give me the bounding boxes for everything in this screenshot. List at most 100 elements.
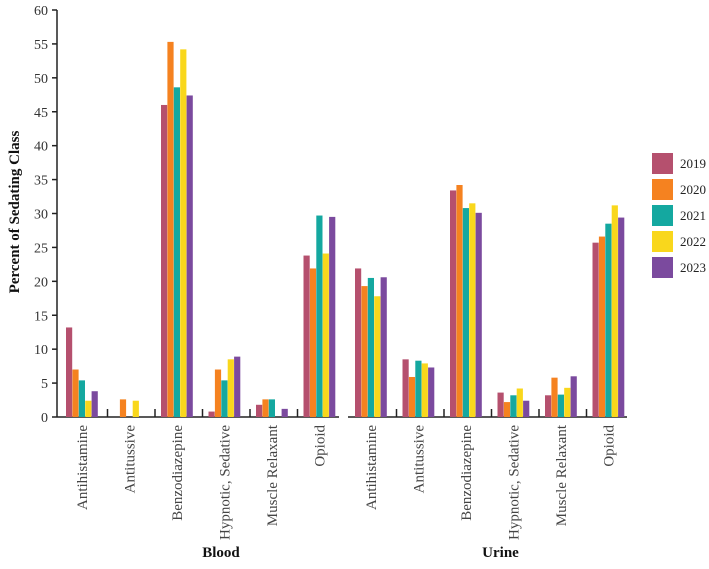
bar-2020	[456, 185, 463, 417]
y-axis: 0 5 10 15 20 25 30 35 40 45 50 55 60	[34, 4, 58, 426]
bar-2023	[428, 367, 435, 417]
y-tick-label: 40	[34, 140, 48, 155]
category-opioid: Opioid	[296, 215, 336, 467]
bar-2021	[605, 223, 612, 417]
group-label: Blood	[202, 545, 240, 561]
category-antihistamine: Antihistamine	[66, 327, 98, 510]
bar-2020	[551, 377, 558, 417]
bar-2021	[78, 380, 85, 417]
bar-2021	[462, 208, 469, 417]
category-muscle-relaxant: Muscle Relaxant	[538, 376, 577, 526]
bar-2022	[227, 359, 234, 417]
group-label: Urine	[482, 545, 519, 561]
bar-2021	[557, 394, 564, 417]
legend-swatch	[652, 257, 673, 278]
bar-2020	[262, 399, 269, 417]
y-axis-title: Percent of Sedating Class	[7, 131, 23, 294]
bar-2023	[329, 216, 336, 417]
y-tick-label: 50	[34, 72, 48, 87]
category-label: Benzodiazepine	[170, 425, 186, 521]
bar-2020	[309, 268, 317, 417]
legend-label: 2023	[680, 260, 706, 275]
category-antitussive: Antitussive	[395, 359, 435, 494]
bar-groups: Antihistamine Antitussive Benzodiazepine Hy…	[57, 41, 627, 561]
legend-item-2021: 2021	[652, 205, 706, 226]
y-tick-label: 55	[34, 38, 48, 53]
category-hypnotic-sedative: Hypnotic, Sedative	[490, 388, 530, 540]
category-label: Muscle Relaxant	[554, 424, 570, 526]
category-antitussive: Antitussive	[106, 399, 139, 494]
bar-2021	[510, 395, 517, 417]
y-tick-label: 20	[34, 275, 48, 290]
y-tick-label: 45	[34, 106, 48, 121]
legend-swatch	[652, 231, 673, 252]
category-antihistamine: Antihistamine	[355, 268, 387, 510]
y-tick-label: 15	[34, 309, 48, 324]
y-tick-label: 5	[41, 377, 48, 392]
bar-2022	[469, 203, 476, 417]
y-tick-label: 25	[34, 241, 48, 256]
bar-2020	[119, 399, 127, 417]
bar-2021	[268, 399, 275, 417]
legend-item-2022: 2022	[652, 231, 706, 252]
bar-2022	[85, 400, 92, 417]
legend-label: 2019	[680, 156, 706, 171]
legend-item-2023: 2023	[652, 257, 706, 278]
bar-2019	[497, 392, 504, 417]
bar-2022	[421, 363, 428, 417]
bar-2019	[592, 242, 599, 417]
bar-2022	[516, 388, 523, 417]
bar-2023	[91, 391, 98, 417]
group-urine: Antihistamine Antitussive Benzodiazepine Hy…	[348, 185, 627, 561]
bar-2021	[221, 380, 228, 417]
bar-2019	[303, 255, 310, 417]
category-label: Antitussive	[123, 425, 139, 494]
y-tick-label: 60	[34, 4, 48, 19]
bar-2020	[167, 41, 174, 418]
bar-2022	[322, 253, 329, 417]
bar-2021	[173, 87, 180, 417]
bar-2020	[214, 369, 222, 417]
category-label: Opioid	[313, 425, 329, 467]
bar-2021	[367, 277, 374, 417]
category-label: Antitussive	[412, 425, 428, 494]
bar-2021	[316, 215, 323, 417]
bar-2023	[618, 217, 625, 417]
legend-item-2019: 2019	[652, 153, 706, 174]
y-tick-label: 35	[34, 174, 48, 189]
bar-2019	[161, 104, 168, 417]
bar-2023	[234, 356, 241, 417]
category-label: Hypnotic, Sedative	[507, 425, 523, 540]
bar-2019	[256, 404, 263, 417]
bar-2019	[545, 395, 552, 417]
legend-label: 2021	[680, 208, 706, 223]
category-hypnotic-sedative: Hypnotic, Sedative	[201, 356, 241, 540]
bar-2022	[180, 49, 187, 418]
bar-2019	[208, 411, 215, 417]
bar-2020	[361, 286, 368, 417]
bar-2022	[611, 205, 618, 417]
category-label: Antihistamine	[75, 425, 91, 510]
bar-2023	[475, 212, 482, 417]
legend-swatch	[652, 153, 673, 174]
category-opioid: Opioid	[585, 205, 625, 467]
legend-label: 2020	[680, 182, 706, 197]
bar-2020	[72, 369, 79, 417]
category-label: Antihistamine	[364, 425, 380, 510]
category-label: Muscle Relaxant	[265, 424, 281, 526]
bar-2022	[564, 387, 571, 417]
category-muscle-relaxant: Muscle Relaxant	[249, 399, 288, 526]
bar-2023	[523, 400, 530, 417]
legend-swatch	[652, 179, 673, 200]
bar-2022	[132, 400, 139, 417]
bar-2021	[415, 360, 422, 417]
bar-2022	[374, 296, 381, 417]
bar-2023	[570, 376, 577, 417]
group-blood: Antihistamine Antitussive Benzodiazepine Hy…	[57, 41, 339, 561]
bar-2019	[355, 268, 362, 417]
legend-label: 2022	[680, 234, 706, 249]
legend: 2019 2020 2021 2022 2023	[652, 153, 706, 278]
legend-swatch	[652, 205, 673, 226]
category-benzodiazepine: Benzodiazepine	[443, 185, 482, 521]
